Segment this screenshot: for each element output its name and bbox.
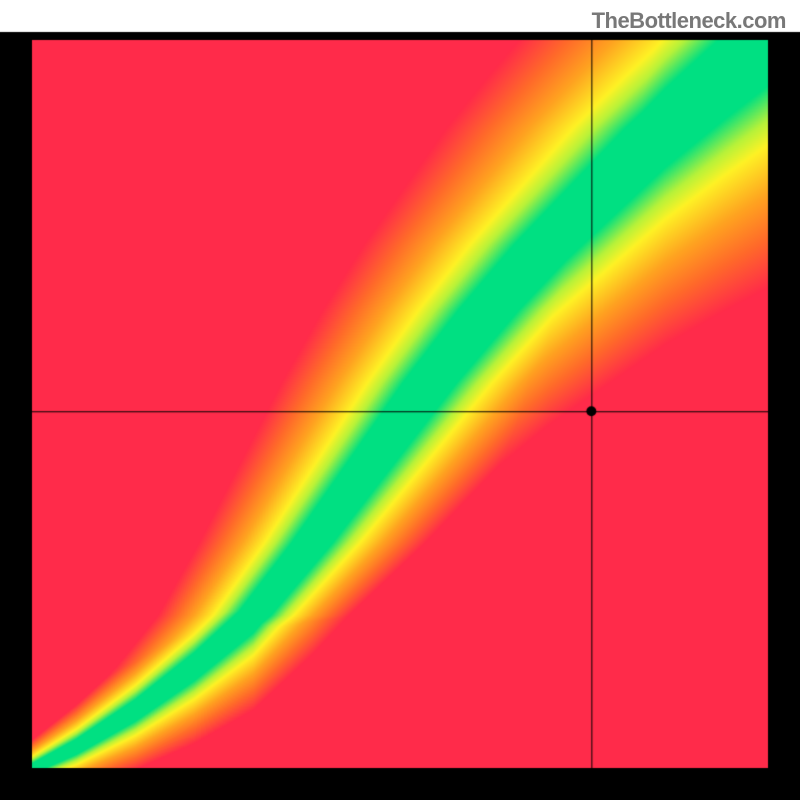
watermark-text: TheBottleneck.com (592, 8, 786, 34)
bottleneck-heatmap (0, 0, 800, 800)
chart-container: TheBottleneck.com (0, 0, 800, 800)
